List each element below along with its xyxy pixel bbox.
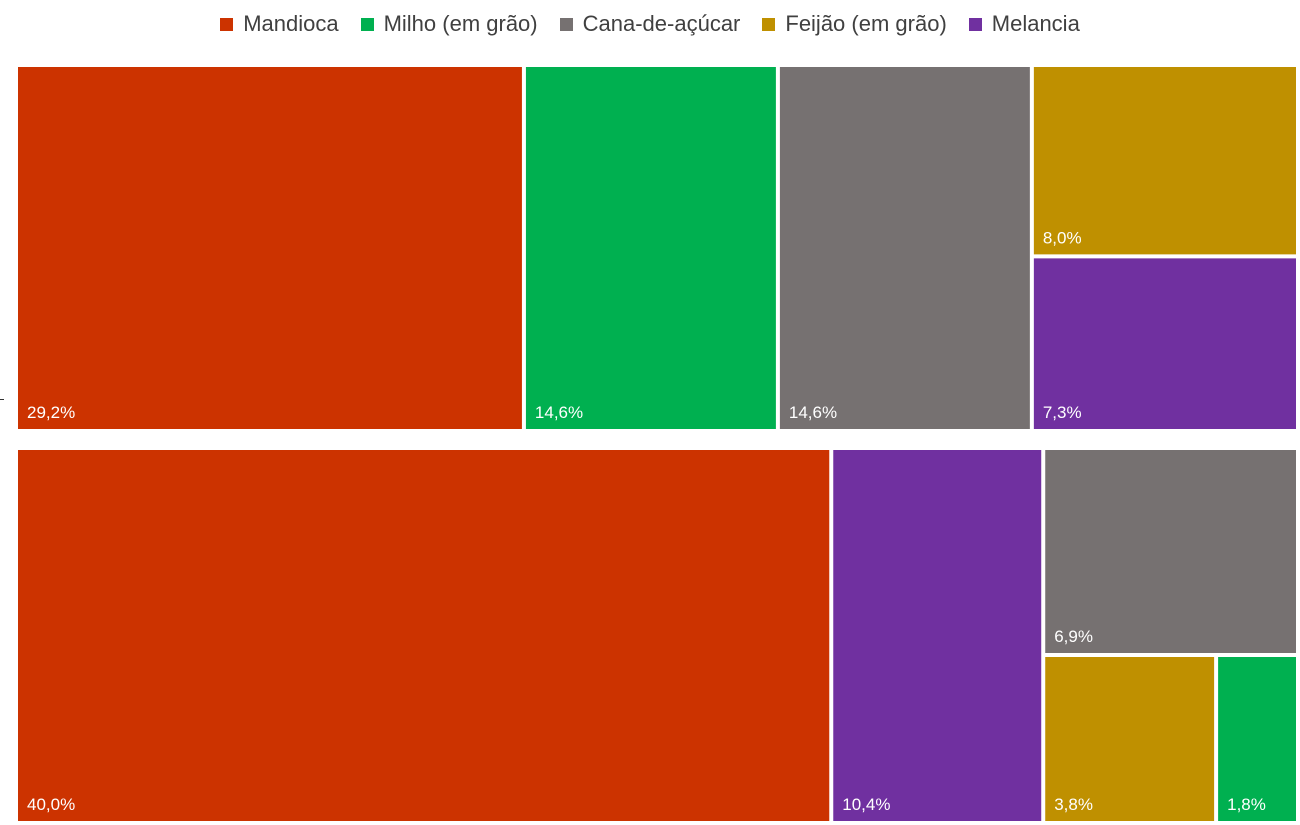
treemap-tile (18, 450, 830, 821)
legend-label: Feijão (em grão) (785, 11, 947, 36)
treemap-tile (779, 67, 1030, 429)
tile-label: 1,8% (1227, 795, 1266, 814)
tile-label: 3,8% (1054, 795, 1093, 814)
tile-label: 40,0% (27, 795, 75, 814)
treemap-tile (833, 450, 1042, 821)
legend-item: Feijão (em grão) (762, 11, 947, 37)
legend-item: Melancia (968, 11, 1080, 37)
legend-label: Melancia (991, 11, 1080, 36)
legend-swatch (968, 17, 982, 31)
tile-label: 14,6% (535, 403, 583, 422)
tile-label: 7,3% (1043, 403, 1082, 422)
legend-swatch (559, 17, 573, 31)
legend-swatch (360, 17, 374, 31)
legend-label: Milho (em grão) (383, 11, 538, 36)
treemap-tile (1218, 657, 1296, 821)
legend-label: Cana-de-açúcar (582, 11, 741, 36)
treemap-tile (1033, 67, 1296, 255)
treemap-tile (1045, 450, 1296, 653)
legend-item: Milho (em grão) (360, 11, 538, 37)
chart-legend: Mandioca Milho (em grão) Cana-de-açúcar Fei… (0, 8, 1300, 40)
treemap-tile (525, 67, 776, 429)
legend-label: Mandioca (243, 11, 339, 36)
treemap-tile (1033, 258, 1296, 429)
treemap-tile (1045, 657, 1215, 821)
legend-item: Cana-de-açúcar (559, 11, 741, 37)
tile-label: 14,6% (789, 403, 837, 422)
legend-item: Mandioca (220, 11, 339, 37)
tile-label: 8,0% (1043, 228, 1082, 247)
legend-swatch (220, 17, 234, 31)
tile-label: 10,4% (842, 795, 890, 814)
legend-swatch (762, 17, 776, 31)
axis-tick (0, 399, 4, 400)
tile-label: 6,9% (1054, 627, 1093, 646)
treemap-tile (18, 67, 522, 429)
tile-label: 29,2% (27, 403, 75, 422)
